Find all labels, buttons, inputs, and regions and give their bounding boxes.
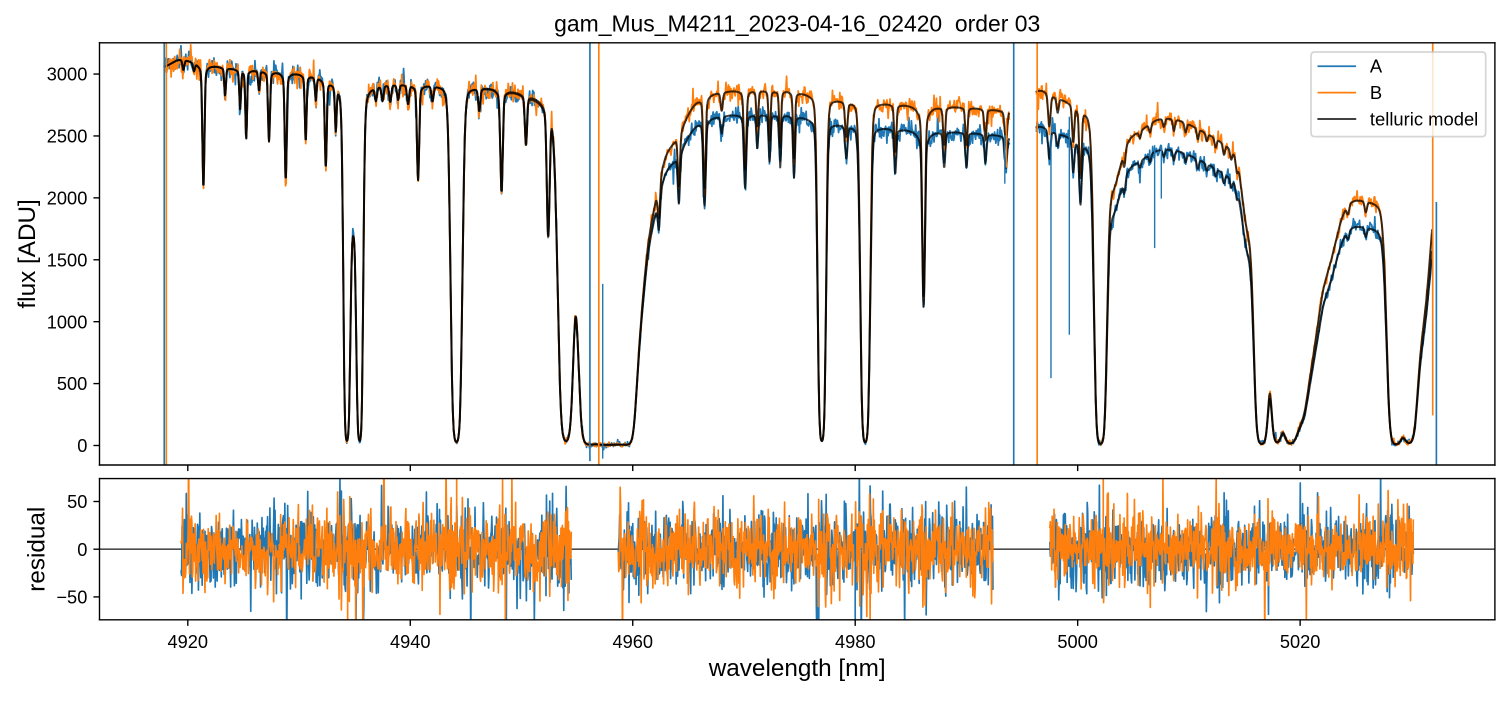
svg-text:2500: 2500 <box>47 127 88 147</box>
svg-text:0: 0 <box>77 436 87 456</box>
svg-text:4940: 4940 <box>390 632 431 652</box>
svg-text:2000: 2000 <box>47 188 88 208</box>
svg-text:50: 50 <box>67 492 87 512</box>
svg-text:4920: 4920 <box>168 632 209 652</box>
svg-text:4960: 4960 <box>612 632 653 652</box>
svg-text:gam_Mus_M4211_2023-04-16_02420: gam_Mus_M4211_2023-04-16_02420 order 03 <box>554 10 1040 36</box>
svg-text:telluric model: telluric model <box>1370 108 1478 129</box>
svg-text:1000: 1000 <box>47 312 88 332</box>
svg-text:5020: 5020 <box>1280 632 1321 652</box>
svg-text:residual: residual <box>23 507 50 592</box>
svg-text:A: A <box>1370 56 1383 77</box>
svg-text:0: 0 <box>77 540 87 560</box>
svg-text:1500: 1500 <box>47 250 88 270</box>
svg-text:B: B <box>1370 82 1382 103</box>
svg-text:4980: 4980 <box>835 632 876 652</box>
svg-text:wavelength [nm]: wavelength [nm] <box>708 655 886 682</box>
svg-text:3000: 3000 <box>47 65 88 85</box>
svg-text:500: 500 <box>57 374 87 394</box>
svg-text:−50: −50 <box>56 588 87 608</box>
svg-text:flux [ADU]: flux [ADU] <box>14 199 41 308</box>
svg-text:5000: 5000 <box>1057 632 1098 652</box>
